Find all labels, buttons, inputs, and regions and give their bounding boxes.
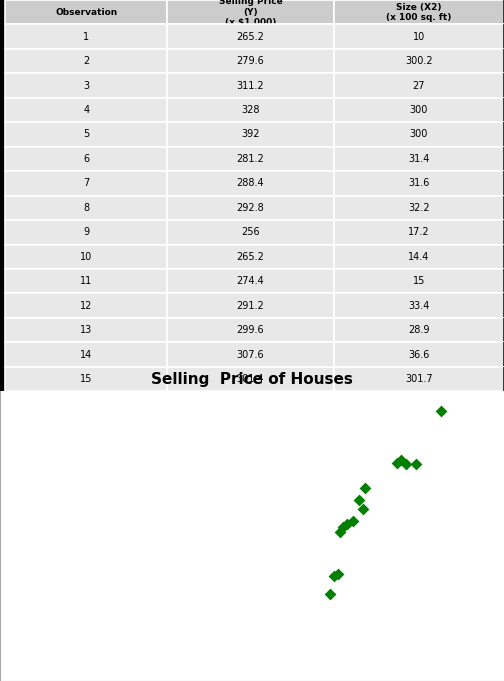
Point bbox=[359, 503, 367, 514]
Point bbox=[393, 458, 401, 469]
Point bbox=[339, 522, 347, 533]
Point bbox=[336, 527, 344, 538]
Point bbox=[334, 569, 342, 580]
Point bbox=[361, 482, 369, 493]
Point bbox=[343, 518, 351, 529]
Point bbox=[402, 458, 410, 469]
Point bbox=[437, 406, 445, 417]
Point bbox=[330, 571, 338, 582]
Point bbox=[397, 455, 405, 466]
Point bbox=[412, 459, 420, 470]
Point bbox=[349, 516, 357, 526]
Title: Selling  Price of Houses: Selling Price of Houses bbox=[151, 373, 353, 387]
Point bbox=[355, 494, 363, 505]
Point bbox=[326, 588, 334, 599]
